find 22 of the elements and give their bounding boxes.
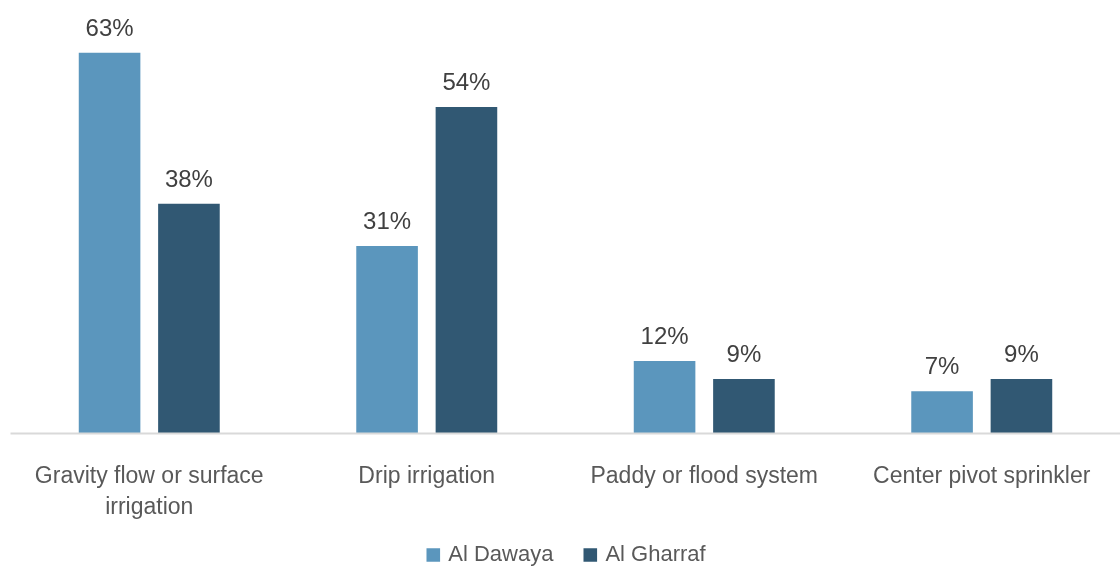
data-label: 54% — [442, 68, 491, 96]
data-label: 63% — [85, 13, 134, 41]
legend-label: Al Gharraf — [605, 541, 706, 567]
data-label: 7% — [924, 352, 960, 380]
bar — [78, 52, 141, 434]
data-label: 9% — [1004, 340, 1039, 368]
bar — [158, 203, 220, 434]
x-tick-label: Drip irrigation — [358, 461, 496, 488]
x-tick-label: Gravity flow or surface irrigation — [34, 461, 264, 519]
bar — [633, 360, 696, 434]
x-tick-label: Paddy or flood system — [590, 461, 819, 488]
bar — [356, 246, 418, 434]
bar — [435, 107, 498, 434]
data-label: 38% — [164, 164, 213, 192]
data-label: 12% — [640, 321, 689, 349]
bar — [713, 379, 775, 434]
legend-label: Al Dawaya — [448, 541, 554, 567]
data-label: 31% — [363, 207, 412, 235]
x-tick-label: Center pivot sprinkler — [873, 461, 1091, 488]
bar — [911, 391, 973, 434]
data-label: 9% — [726, 340, 762, 368]
bar — [990, 379, 1053, 434]
